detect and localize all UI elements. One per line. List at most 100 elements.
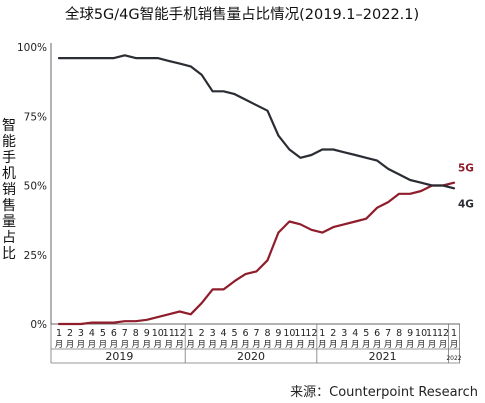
x-tick-unit: 月 xyxy=(77,340,86,350)
y-tick-label: 100% xyxy=(17,42,47,54)
x-tick-unit: 月 xyxy=(55,340,64,350)
x-tick-unit: 月 xyxy=(384,340,393,350)
x-tick-label: 2 xyxy=(330,328,336,339)
x-tick-label: 6 xyxy=(243,328,249,339)
x-tick-label: 9 xyxy=(275,328,281,339)
series-label-5G: 5G xyxy=(458,163,474,175)
x-tick-unit: 月 xyxy=(110,340,119,350)
y-axis-label-char: 销 xyxy=(2,182,16,198)
x-axis-labels: 1月2月3月4月5月6月7月8月9月10月11月12月1月2月3月4月5月6月7… xyxy=(50,324,462,364)
x-tick-unit: 月 xyxy=(428,340,437,350)
x-tick-unit: 月 xyxy=(186,340,195,350)
series-label-4G: 4G xyxy=(458,198,474,210)
series-group xyxy=(57,54,456,326)
x-tick-label: 12 xyxy=(174,328,186,339)
x-tick-unit: 月 xyxy=(175,340,184,350)
x-tick-unit: 月 xyxy=(406,340,415,350)
x-tick-label: 10 xyxy=(415,328,427,339)
x-tick-unit: 月 xyxy=(241,340,250,350)
x-tick-label: 4 xyxy=(221,328,227,339)
x-tick-label: 12 xyxy=(437,328,449,339)
x-tick-label: 6 xyxy=(374,328,380,339)
x-tick-unit: 月 xyxy=(296,340,305,350)
x-tick-unit: 月 xyxy=(219,340,228,350)
source-note: 来源：Counterpoint Research xyxy=(290,385,478,400)
y-axis-ticks: 0% 25% 50% 75% 100% xyxy=(17,42,47,331)
year-label: 2020 xyxy=(237,350,265,363)
x-tick-label: 8 xyxy=(264,328,270,339)
x-tick-label: 9 xyxy=(144,328,150,339)
x-tick-label: 1 xyxy=(188,328,194,339)
x-tick-label: 6 xyxy=(111,328,117,339)
x-tick-label: 1 xyxy=(319,328,325,339)
y-tick-label: 25% xyxy=(24,250,47,262)
y-axis-label: 智能手机销售量占比 xyxy=(2,118,16,262)
y-axis-label-char: 售 xyxy=(2,198,16,214)
x-tick-unit: 月 xyxy=(164,340,173,350)
x-tick-unit: 月 xyxy=(99,340,108,350)
x-tick-label: 1 xyxy=(56,328,62,339)
x-tick-unit: 月 xyxy=(263,340,272,350)
y-axis-label-char: 比 xyxy=(2,246,16,262)
y-axis-label-char: 量 xyxy=(2,214,16,230)
x-tick-unit: 月 xyxy=(285,340,294,350)
x-tick-label: 2 xyxy=(67,328,73,339)
x-tick-unit: 月 xyxy=(66,340,75,350)
x-tick-unit: 月 xyxy=(143,340,152,350)
axes xyxy=(50,43,460,325)
x-tick-label: 11 xyxy=(294,328,306,339)
chart-title: 全球5G/4G智能手机销售量占比情况(2019.1–2022.1) xyxy=(65,5,419,23)
x-tick-label: 1 xyxy=(451,328,457,339)
x-tick-label: 5 xyxy=(363,328,369,339)
x-tick-unit: 月 xyxy=(121,340,130,350)
x-tick-label: 3 xyxy=(78,328,84,339)
x-tick-unit: 月 xyxy=(395,340,404,350)
series-line-4G xyxy=(57,54,456,190)
x-tick-label: 12 xyxy=(305,328,317,339)
x-tick-unit: 月 xyxy=(208,340,217,350)
x-tick-label: 5 xyxy=(232,328,238,339)
x-tick-label: 10 xyxy=(152,328,164,339)
x-tick-unit: 月 xyxy=(274,340,283,350)
x-tick-label: 9 xyxy=(407,328,413,339)
x-tick-unit: 月 xyxy=(373,340,382,350)
x-tick-unit: 月 xyxy=(318,340,327,350)
x-tick-label: 4 xyxy=(352,328,358,339)
y-tick-label: 75% xyxy=(24,111,47,123)
series-labels: 5G 4G xyxy=(458,163,474,211)
x-tick-unit: 月 xyxy=(351,340,360,350)
x-tick-unit: 月 xyxy=(132,340,141,350)
x-tick-unit: 月 xyxy=(329,340,338,350)
year-label: 2022 xyxy=(446,355,461,362)
y-tick-label: 50% xyxy=(24,181,47,193)
x-tick-unit: 月 xyxy=(88,340,97,350)
x-tick-label: 7 xyxy=(253,328,259,339)
y-axis-label-char: 能 xyxy=(2,134,16,150)
y-axis-label-char: 手 xyxy=(2,150,16,166)
x-tick-label: 8 xyxy=(133,328,139,339)
x-tick-unit: 月 xyxy=(252,340,261,350)
year-label: 2021 xyxy=(369,350,397,363)
x-tick-label: 5 xyxy=(100,328,106,339)
y-axis-label-char: 机 xyxy=(2,166,16,182)
series-line-5G xyxy=(57,181,456,326)
x-tick-unit: 月 xyxy=(450,340,459,350)
x-tick-unit: 月 xyxy=(197,340,206,350)
x-tick-label: 10 xyxy=(283,328,295,339)
x-tick-label: 7 xyxy=(122,328,128,339)
y-axis-label-char: 占 xyxy=(2,230,16,246)
x-tick-label: 2 xyxy=(199,328,205,339)
x-tick-unit: 月 xyxy=(307,340,316,350)
y-tick-label: 0% xyxy=(30,319,47,331)
x-tick-unit: 月 xyxy=(153,340,162,350)
x-tick-label: 11 xyxy=(163,328,175,339)
x-tick-unit: 月 xyxy=(340,340,349,350)
x-tick-label: 11 xyxy=(426,328,438,339)
x-tick-unit: 月 xyxy=(362,340,371,350)
y-axis-label-char: 智 xyxy=(2,118,16,134)
x-tick-unit: 月 xyxy=(439,340,448,350)
x-tick-label: 7 xyxy=(385,328,391,339)
x-tick-unit: 月 xyxy=(230,340,239,350)
year-label: 2019 xyxy=(105,350,133,363)
